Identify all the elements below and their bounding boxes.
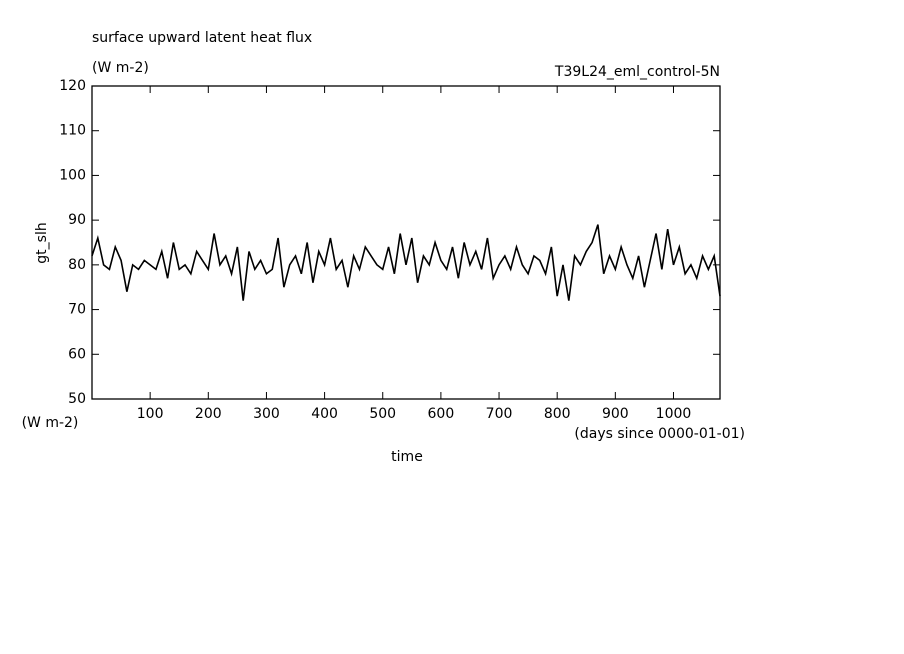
y-tick-label: 90 <box>68 212 86 228</box>
y-tick-label: 100 <box>59 167 86 183</box>
chart-title: surface upward latent heat flux <box>92 30 312 46</box>
plot-frame <box>91 85 721 400</box>
y-axis-unit: (W m-2) <box>22 415 79 431</box>
x-tick-label: 100 <box>137 406 164 422</box>
x-tick-label: 200 <box>195 406 222 422</box>
y-axis-label: gt_slh <box>34 222 50 263</box>
x-axis-label: time <box>391 449 423 465</box>
x-tick-label: 300 <box>253 406 280 422</box>
y-tick-label: 120 <box>59 78 86 94</box>
y-tick-label: 80 <box>68 257 86 273</box>
x-tick-label: 600 <box>428 406 455 422</box>
y-tick-label: 50 <box>68 391 86 407</box>
chart-subtitle: (W m-2) <box>92 60 149 76</box>
data-line <box>91 224 721 301</box>
x-tick-label: 400 <box>311 406 338 422</box>
annotation: T39L24_eml_control-5N <box>554 64 720 80</box>
x-axis-unit: (days since 0000-01-01) <box>574 426 745 442</box>
x-tick-label: 500 <box>369 406 396 422</box>
y-tick-label: 110 <box>59 123 86 139</box>
x-tick-label: 900 <box>602 406 629 422</box>
y-tick-label: 70 <box>68 302 86 318</box>
y-tick-label: 60 <box>68 346 86 362</box>
x-tick-label: 800 <box>544 406 571 422</box>
x-tick-label: 1000 <box>656 406 692 422</box>
x-tick-label: 700 <box>486 406 513 422</box>
